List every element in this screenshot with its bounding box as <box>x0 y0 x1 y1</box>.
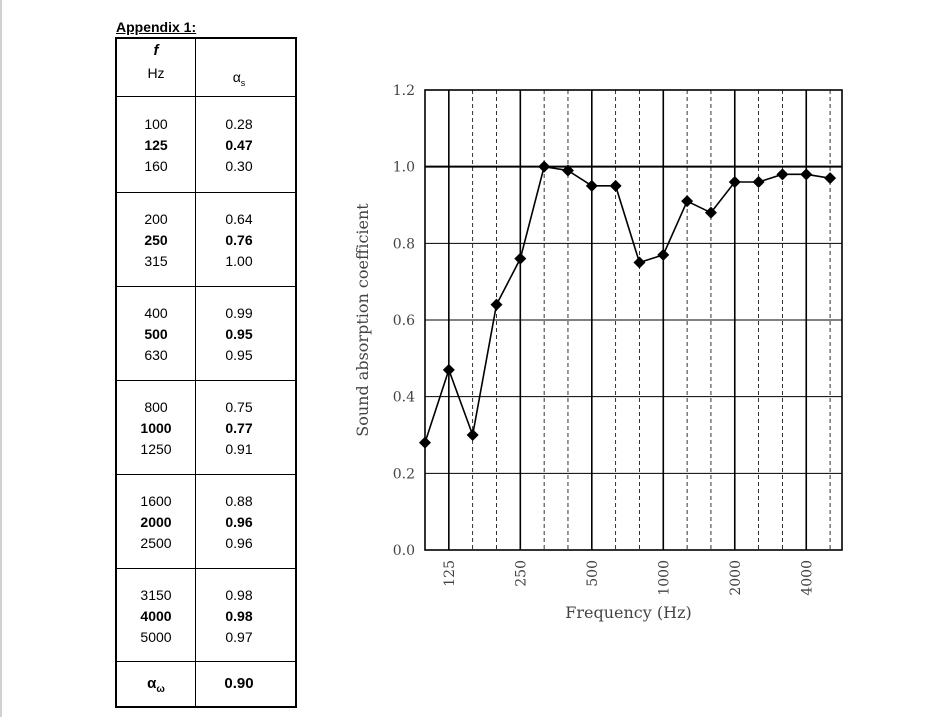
table-frequency-cell: 500 <box>144 326 168 342</box>
table-alpha-cell: 0.95 <box>225 347 253 363</box>
table-alpha-cell: 0.88 <box>225 493 253 509</box>
y-tick-label: 0.0 <box>393 543 415 559</box>
y-tick-label: 0.2 <box>393 466 415 482</box>
table-alpha-cell: 0.99 <box>225 305 253 321</box>
table-header-divider <box>117 96 295 97</box>
data-point-marker <box>466 429 479 441</box>
series-line <box>424 165 831 443</box>
weighted-alpha-value: 0.90 <box>224 675 254 692</box>
absorption-chart: 0.0 0.2 0.4 0.6 0.8 1.0 1.2 125 250 500 1000 2000 40… <box>353 83 843 622</box>
table-alpha-cell: 0.91 <box>225 441 253 457</box>
data-point-marker <box>681 195 694 208</box>
x-axis-label: Frequency (Hz) <box>565 603 692 622</box>
data-point-marker <box>657 248 670 261</box>
table-frequency-cell: 1250 <box>140 441 172 457</box>
table-frequency-cell: 5000 <box>140 629 172 645</box>
data-point-marker <box>824 172 837 185</box>
data-point-marker <box>561 164 574 177</box>
weighted-alpha-subscript: ω <box>156 684 165 695</box>
table-alpha-cell: 0.95 <box>225 326 253 342</box>
table-frequency-cell: 2000 <box>140 514 172 530</box>
page-left-border <box>0 0 2 717</box>
header-frequency-symbol: f <box>153 42 159 59</box>
table-alpha-cell: 0.47 <box>225 137 253 153</box>
table-alpha-cell: 1.00 <box>225 253 253 269</box>
table-frequency-cell: 800 <box>144 399 168 415</box>
table-frequency-cell: 3150 <box>140 587 172 603</box>
data-point-marker <box>633 256 646 269</box>
table-column-divider <box>195 39 196 706</box>
table-alpha-cell: 0.76 <box>225 232 253 248</box>
x-tick-label: 2000 <box>728 560 744 596</box>
absorption-table: f Hz αs 100 0.28 125 0.47 160 0.30 200 0.64 250 0… <box>115 37 297 708</box>
data-point-marker <box>609 179 622 192</box>
table-alpha-cell: 0.98 <box>225 587 253 603</box>
y-axis-label: Sound absorption coefficient <box>353 203 372 437</box>
table-frequency-cell: 125 <box>144 137 168 153</box>
weighted-alpha-symbol: αω <box>133 675 179 695</box>
header-alpha: αs <box>213 69 265 88</box>
data-point-marker <box>442 363 455 376</box>
y-tick-label: 0.8 <box>393 236 415 252</box>
table-frequency-cell: 2500 <box>140 535 172 551</box>
table-frequency-cell: 100 <box>144 116 168 132</box>
header-alpha-subscript: s <box>240 77 246 88</box>
table-frequency-cell: 250 <box>144 232 168 248</box>
table-alpha-cell: 0.96 <box>225 535 253 551</box>
y-tick-label: 1.0 <box>393 160 415 176</box>
data-point-marker <box>419 436 431 449</box>
table-group-divider <box>117 474 295 475</box>
x-tick-label: 125 <box>442 560 458 587</box>
table-alpha-cell: 0.30 <box>225 158 253 174</box>
plot-frame <box>424 89 843 551</box>
table-alpha-cell: 0.77 <box>225 420 253 436</box>
x-tick-label: 4000 <box>799 560 815 596</box>
table-frequency-cell: 1000 <box>140 420 172 436</box>
header-alpha-symbol: α <box>232 69 241 85</box>
table-alpha-cell: 0.28 <box>225 116 253 132</box>
table-alpha-cell: 0.75 <box>225 399 253 415</box>
table-frequency-cell: 315 <box>144 253 168 269</box>
table-frequency-cell: 200 <box>144 211 168 227</box>
y-tick-label: 0.6 <box>393 313 415 329</box>
table-alpha-cell: 0.64 <box>225 211 253 227</box>
weighted-alpha-letter: α <box>147 675 157 692</box>
table-alpha-cell: 0.96 <box>225 514 253 530</box>
table-frequency-cell: 4000 <box>140 608 172 624</box>
x-tick-label: 1000 <box>656 560 672 596</box>
y-tick-label: 0.4 <box>393 390 415 406</box>
data-point-marker <box>800 168 813 181</box>
table-group-divider <box>117 192 295 193</box>
table-frequency-cell: 630 <box>144 347 168 363</box>
data-point-marker <box>585 179 598 192</box>
table-frequency-cell: 400 <box>144 305 168 321</box>
x-tick-label: 500 <box>585 560 601 587</box>
table-group-divider <box>117 286 295 287</box>
data-point-marker <box>514 252 527 265</box>
header-frequency-unit: Hz <box>147 65 165 81</box>
y-tick-label: 1.2 <box>393 83 415 99</box>
table-frequency-cell: 1600 <box>140 493 172 509</box>
appendix-title: Appendix 1: <box>116 19 197 35</box>
x-tick-label: 250 <box>513 560 529 587</box>
table-alpha-cell: 0.97 <box>225 629 253 645</box>
table-frequency-cell: 160 <box>144 158 168 174</box>
table-group-divider <box>117 380 295 381</box>
data-point-marker <box>704 206 717 219</box>
table-alpha-cell: 0.98 <box>225 608 253 624</box>
data-point-marker <box>538 160 551 173</box>
data-point-marker <box>752 176 765 188</box>
table-group-divider <box>117 568 295 569</box>
data-point-marker <box>490 298 503 311</box>
table-footer-divider <box>117 661 295 662</box>
data-point-marker <box>776 168 789 181</box>
data-point-marker <box>728 176 741 188</box>
